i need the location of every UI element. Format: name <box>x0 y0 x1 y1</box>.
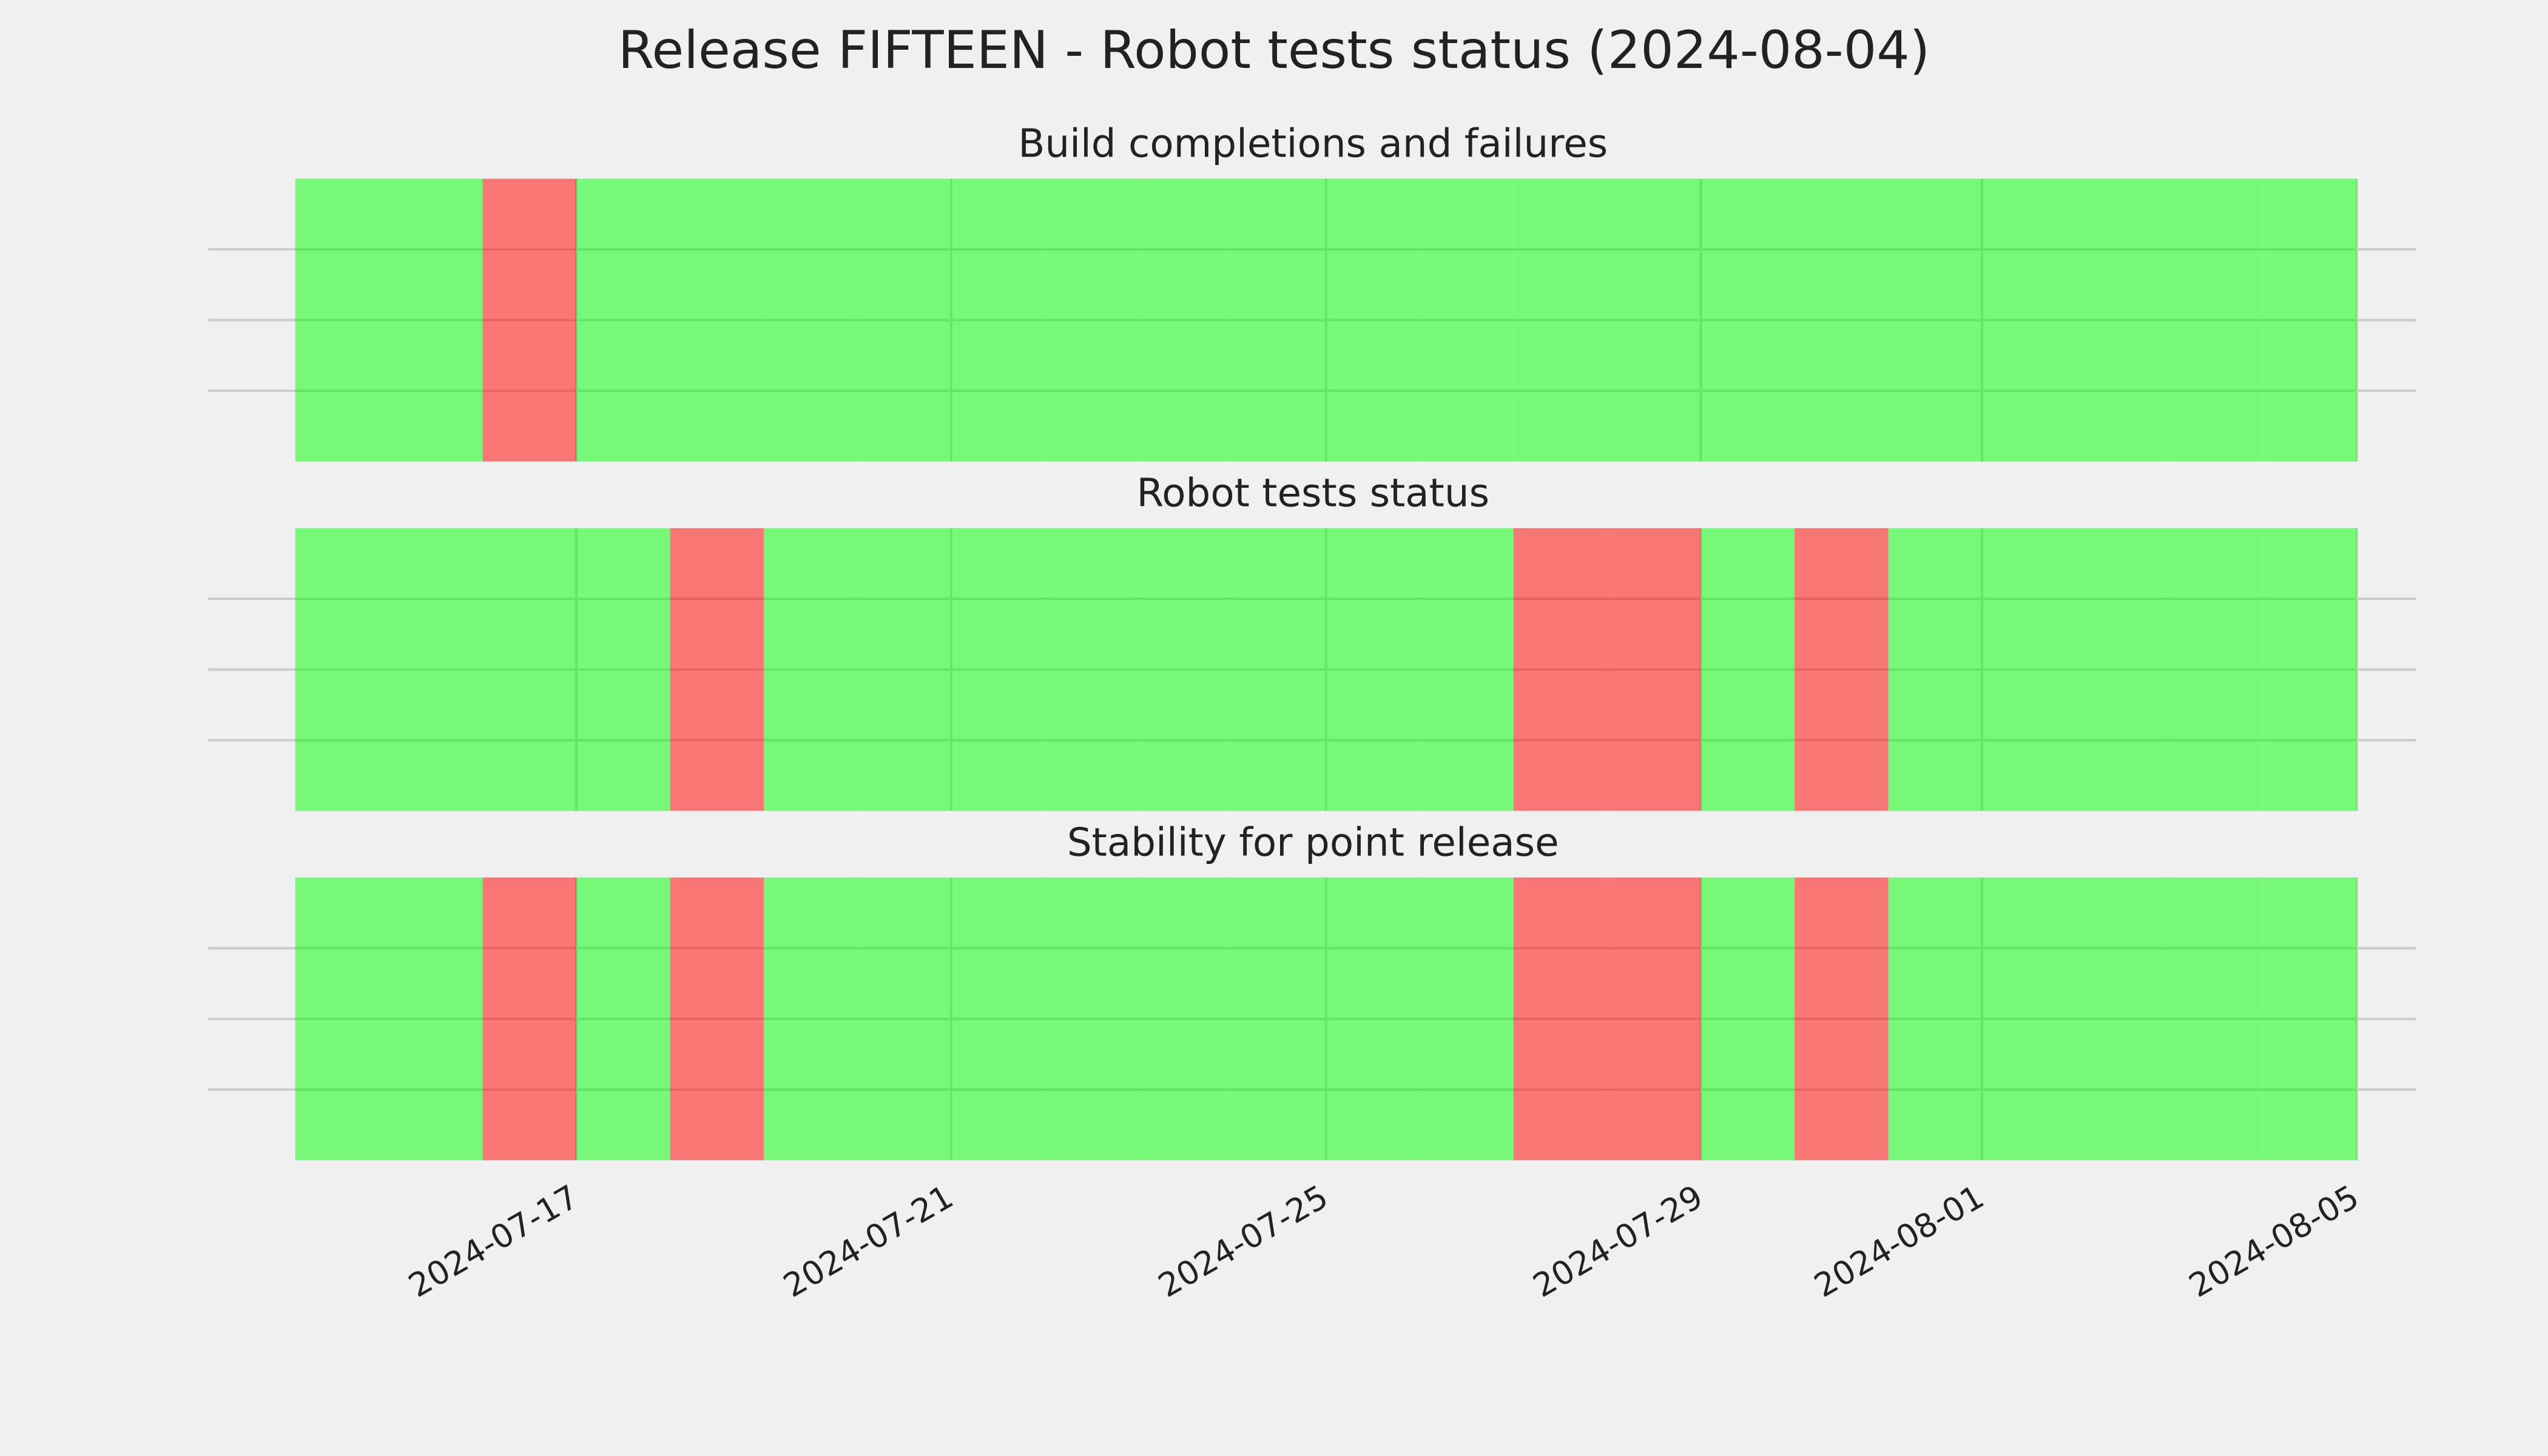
status-bar <box>1045 528 1139 811</box>
status-bar <box>1420 877 1514 1161</box>
status-bar <box>1513 877 1608 1161</box>
status-bar <box>857 178 951 462</box>
status-bar <box>389 877 483 1161</box>
status-bar <box>1607 877 1701 1161</box>
status-bar <box>951 877 1045 1161</box>
status-bar <box>1513 528 1608 811</box>
status-bar <box>1138 877 1233 1161</box>
status-bar <box>1326 528 1420 811</box>
status-bar <box>1700 877 1795 1161</box>
status-bar <box>295 178 389 462</box>
status-bar <box>1981 877 2076 1161</box>
status-bar <box>1981 178 2076 462</box>
status-bar <box>295 877 389 1161</box>
status-bar <box>295 528 389 811</box>
status-bar <box>2075 178 2169 462</box>
status-bar <box>670 877 764 1161</box>
status-bar <box>2263 178 2357 462</box>
status-bar <box>2263 877 2357 1161</box>
status-bar <box>1700 178 1795 462</box>
status-bar <box>1795 528 1889 811</box>
status-bar <box>1888 178 1982 462</box>
status-bar <box>763 178 858 462</box>
status-bar <box>1888 528 1982 811</box>
status-bar <box>670 528 764 811</box>
status-bar <box>1795 877 1889 1161</box>
status-bar <box>2075 877 2169 1161</box>
status-bar <box>951 528 1045 811</box>
status-bar <box>1045 877 1139 1161</box>
status-bar <box>2263 528 2357 811</box>
status-bar <box>576 528 670 811</box>
status-bar <box>482 178 576 462</box>
status-bar <box>576 178 670 462</box>
status-bar <box>2169 178 2263 462</box>
subplot-title: Stability for point release <box>1067 820 1559 865</box>
status-bar <box>482 528 576 811</box>
subplot-title: Build completions and failures <box>1018 121 1608 167</box>
status-bar <box>763 877 858 1161</box>
status-bar <box>1607 528 1701 811</box>
status-bar <box>1513 178 1608 462</box>
status-bar <box>1607 178 1701 462</box>
status-bar <box>857 528 951 811</box>
status-bar <box>2169 528 2263 811</box>
status-bar <box>857 877 951 1161</box>
status-bar <box>1888 877 1982 1161</box>
status-bar <box>670 178 764 462</box>
status-bar <box>1138 178 1233 462</box>
status-bar <box>1420 528 1514 811</box>
status-bar <box>576 877 670 1161</box>
status-bar <box>1138 528 1233 811</box>
status-bar <box>1700 528 1795 811</box>
status-bar <box>2169 877 2263 1161</box>
status-bar <box>1326 877 1420 1161</box>
status-bar <box>1326 178 1420 462</box>
status-bar <box>1232 877 1326 1161</box>
status-bar <box>1795 178 1889 462</box>
status-bar <box>1232 528 1326 811</box>
figure-title: Release FIFTEEN - Robot tests status (20… <box>618 20 1930 81</box>
status-bar <box>482 877 576 1161</box>
status-bar <box>763 528 858 811</box>
status-bar <box>2075 528 2169 811</box>
status-bar <box>1232 178 1326 462</box>
status-bar <box>1420 178 1514 462</box>
status-bar <box>1981 528 2076 811</box>
status-bar <box>951 178 1045 462</box>
status-bar <box>389 528 483 811</box>
status-bar <box>389 178 483 462</box>
status-bar <box>1045 178 1139 462</box>
subplot-title: Robot tests status <box>1136 471 1489 516</box>
